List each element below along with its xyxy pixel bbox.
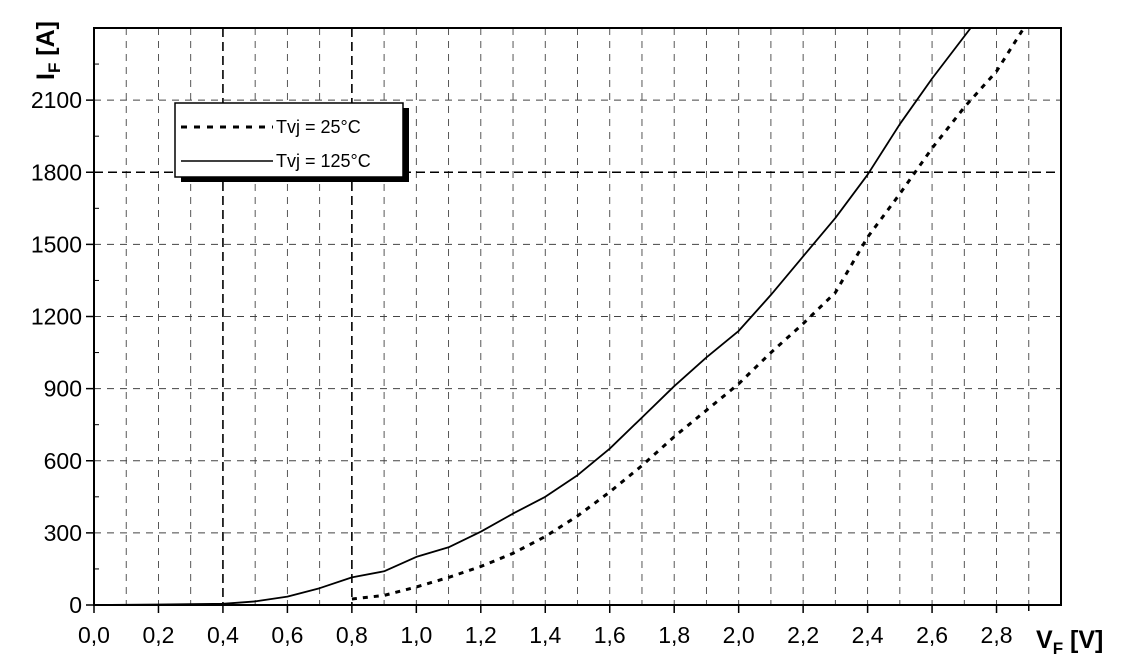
x-tick-label: 0,8 <box>336 622 368 648</box>
y-ticks: 0 300 600 900 1200 1500 1800 2100 <box>31 64 99 618</box>
y-tick-label: 1500 <box>31 231 82 257</box>
x-tick-label: 0,0 <box>78 622 110 648</box>
x-tick-label: 1,0 <box>400 622 432 648</box>
x-tick-label: 2,2 <box>787 622 819 648</box>
legend-label-25c: Tvj = 25°C <box>276 117 361 137</box>
y-tick-label: 2100 <box>31 87 82 113</box>
x-tick-label: 2,8 <box>981 622 1013 648</box>
x-tick-label: 0,2 <box>142 622 174 648</box>
y-tick-label: 900 <box>44 376 82 402</box>
x-tick-label: 1,6 <box>594 622 626 648</box>
legend-label-125c: Tvj = 125°C <box>276 151 371 171</box>
x-tick-label: 2,6 <box>916 622 948 648</box>
series-line-25c <box>352 30 1022 599</box>
x-ticks: 0,0 0,2 0,4 0,6 0,8 1,0 1,2 1,4 1,6 1,8 2,0 2,2 2,4 2… <box>78 605 1029 648</box>
x-tick-label: 0,6 <box>271 622 303 648</box>
y-axis-label: IF [A] <box>32 21 64 80</box>
x-tick-label: 1,2 <box>465 622 497 648</box>
x-tick-label: 0,4 <box>207 622 239 648</box>
y-tick-label: 0 <box>69 592 82 618</box>
y-tick-label: 300 <box>44 520 82 546</box>
x-axis-label: VF [V] <box>1036 626 1103 658</box>
legend: Tvj = 25°C Tvj = 125°C <box>175 103 409 182</box>
y-tick-label: 1200 <box>31 304 82 330</box>
x-tick-label: 2,4 <box>852 622 884 648</box>
y-tick-label: 1800 <box>31 159 82 185</box>
x-tick-label: 1,4 <box>529 622 561 648</box>
y-tick-label: 600 <box>44 448 82 474</box>
x-tick-label: 1,8 <box>658 622 690 648</box>
x-tick-label: 2,0 <box>723 622 755 648</box>
